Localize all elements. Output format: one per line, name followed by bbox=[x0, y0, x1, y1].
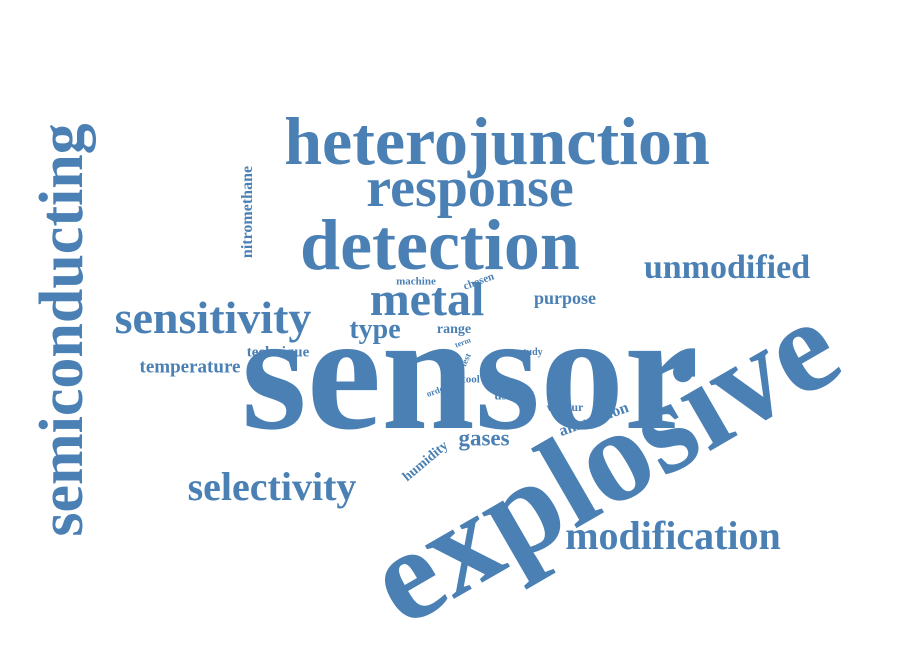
word-temperature: temperature bbox=[139, 356, 241, 378]
word-selectivity: selectivity bbox=[187, 464, 357, 509]
word-technique: technique bbox=[246, 344, 310, 361]
word-heterojunction: heterojunction bbox=[284, 103, 710, 179]
word-detection: detection bbox=[300, 205, 580, 285]
word-gases: gases bbox=[458, 425, 510, 451]
word-metal: metal bbox=[369, 273, 485, 326]
word-modification: modification bbox=[565, 513, 781, 558]
word-type: type bbox=[349, 314, 401, 345]
word-vapour: vapour bbox=[546, 400, 584, 414]
word-purpose: purpose bbox=[533, 288, 597, 308]
word-range: range bbox=[436, 322, 472, 337]
word-nitromethane: nitromethane bbox=[239, 165, 256, 259]
word-semiconducting: semiconducting bbox=[28, 123, 96, 537]
word-used: used bbox=[494, 387, 520, 403]
word-machine: machine bbox=[396, 275, 436, 288]
word-study: study bbox=[519, 347, 543, 358]
word-sensor: sensor bbox=[241, 279, 699, 465]
word-unmodified: unmodified bbox=[643, 249, 811, 286]
word-tool: tool bbox=[462, 373, 480, 386]
word-sensitivity: sensitivity bbox=[114, 292, 312, 343]
word-response: response bbox=[366, 157, 574, 219]
